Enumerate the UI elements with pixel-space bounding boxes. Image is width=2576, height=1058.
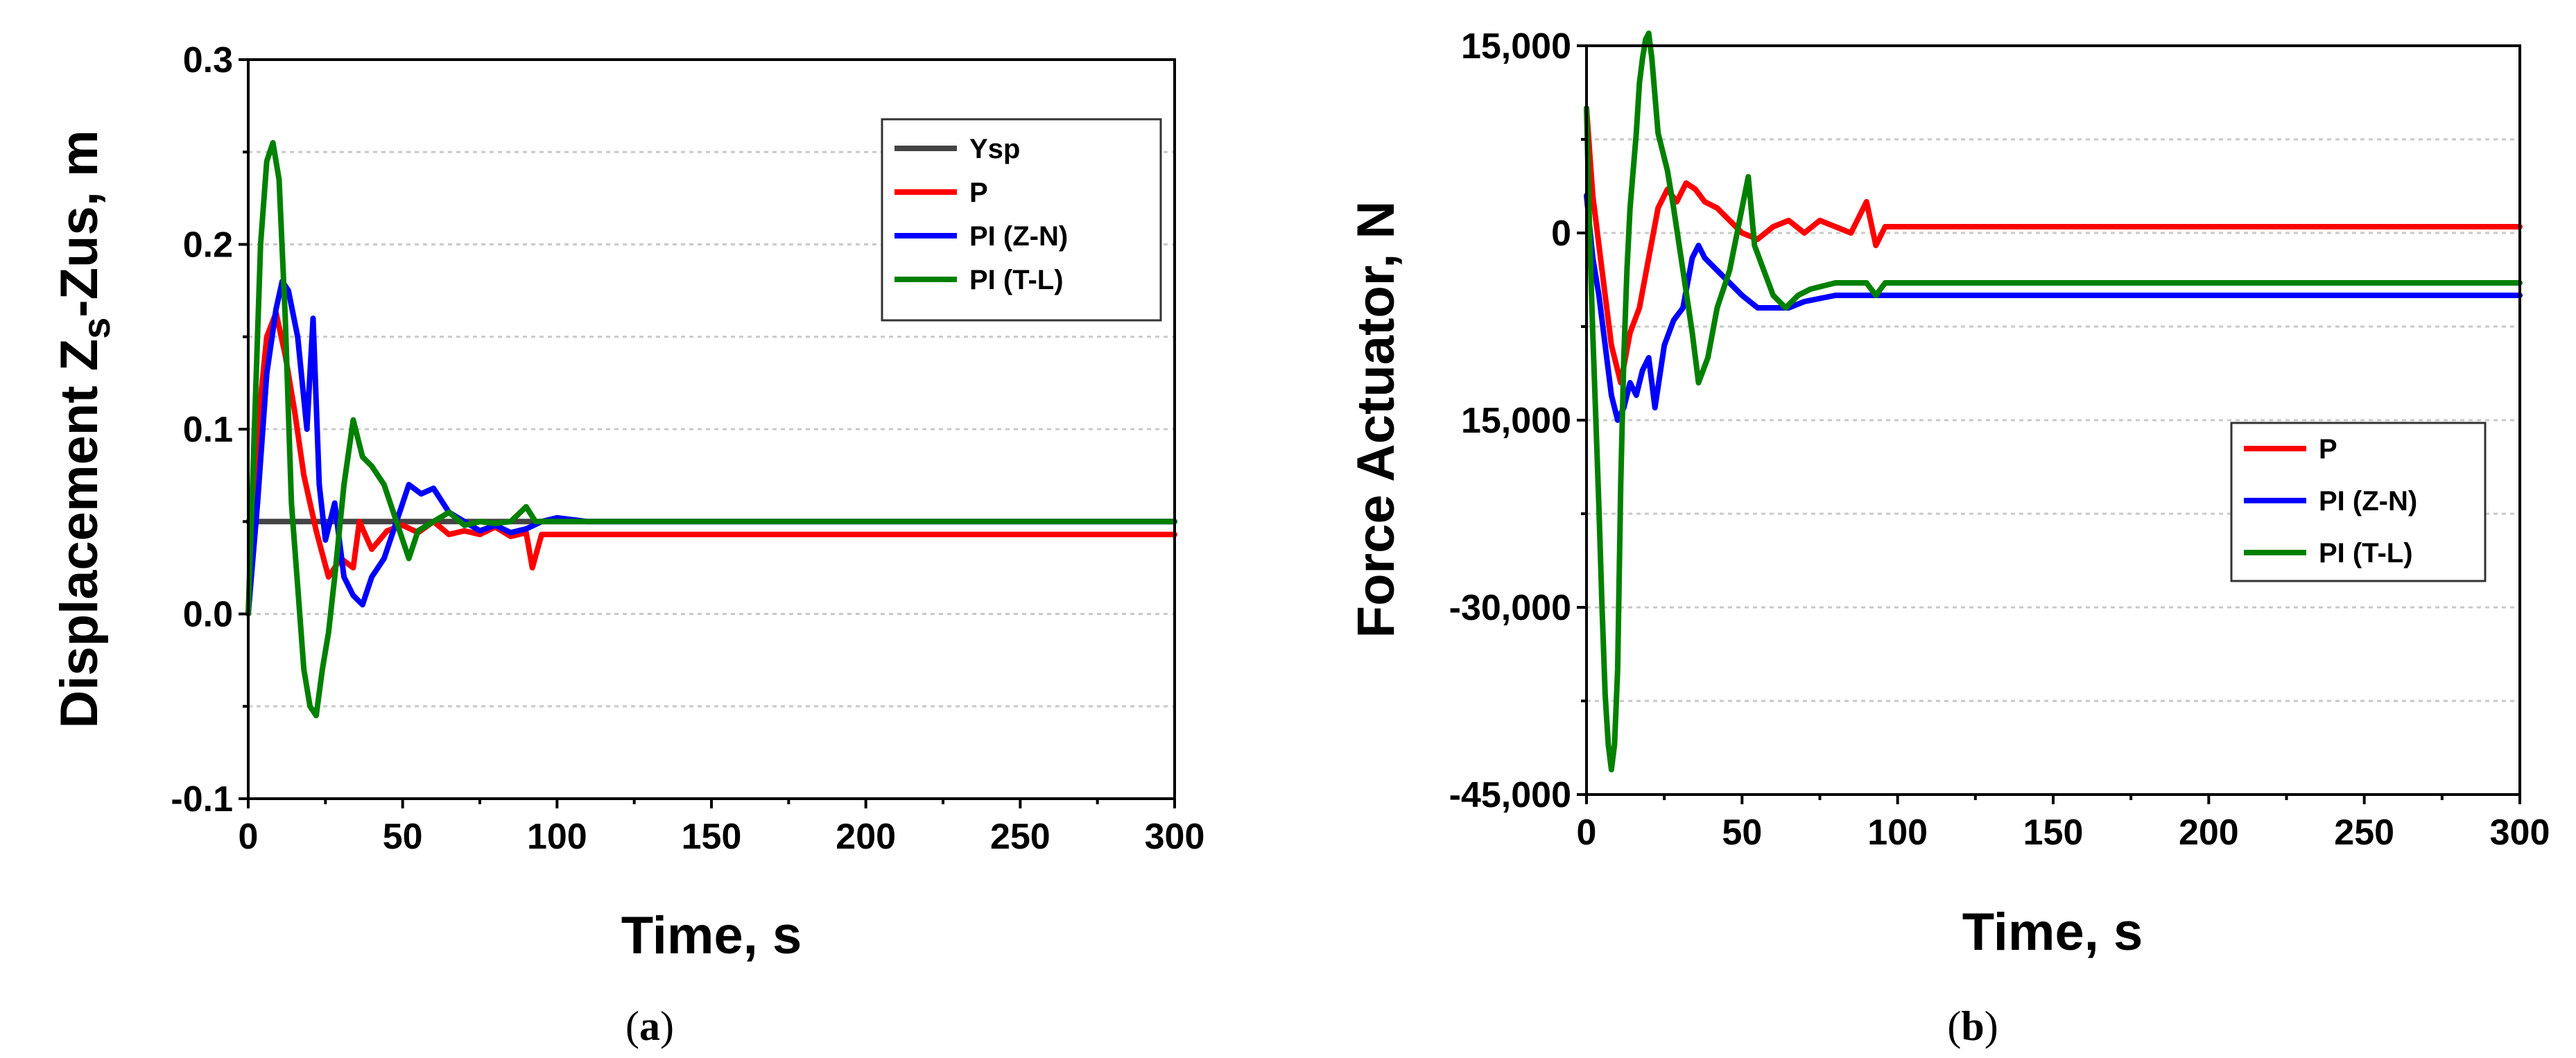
y-axis-label: Force Actuator, N — [1347, 201, 1406, 639]
y-tick-label: 15,000 — [1461, 26, 1571, 67]
chart-panel-a: -0.1 0.0 0.1 0.2 0.3 0 50 100 150 200 250 300 Time,… — [50, 40, 1204, 1049]
y-tick-label: 0.2 — [183, 225, 233, 266]
x-tick-label: 0 — [239, 817, 259, 857]
series-line-pi-t-l — [245, 139, 1177, 719]
y-tick-label: -30,000 — [1449, 588, 1571, 628]
x-tick-label: 50 — [383, 817, 423, 857]
series-line-p — [245, 310, 1177, 617]
chart-panel-b: -45,000 -30,000 15,000 0 15,000 0 50 100 150 200 2… — [1347, 26, 2550, 1049]
x-tick-label: 0 — [1577, 813, 1597, 853]
y-axis-label: Displacement Zs-Zus, m — [50, 130, 118, 728]
legend-box — [881, 118, 1162, 322]
x-axis-label: Time, s — [621, 906, 802, 965]
y-tick-label: 15,000 — [1461, 401, 1571, 441]
x-tick-label: 100 — [1867, 813, 1928, 853]
caption-b: (b) — [1947, 1003, 1998, 1049]
x-tick-label: 200 — [836, 817, 896, 857]
legend-label: PI (T-L) — [2319, 538, 2413, 569]
caption-a: (a) — [625, 1003, 674, 1049]
legend: P PI (Z-N) PI (T-L) — [2230, 422, 2487, 582]
axis-ticks: -0.1 0.0 0.1 0.2 0.3 0 50 100 150 200 250 300 — [171, 40, 1204, 857]
x-tick-label: 300 — [2490, 813, 2550, 853]
x-tick-label: 50 — [1722, 813, 1762, 853]
grid-lines — [1587, 44, 2520, 796]
legend-label: PI (T-L) — [969, 265, 1064, 295]
x-tick-label: 300 — [1145, 817, 1205, 857]
x-tick-label: 100 — [527, 817, 587, 857]
series-lines — [1584, 31, 2523, 772]
y-tick-label: 0 — [1551, 214, 1571, 254]
y-tick-label: 0.0 — [183, 595, 233, 635]
y-tick-label: -0.1 — [171, 779, 233, 819]
x-tick-label: 150 — [682, 817, 742, 857]
y-tick-label: 0.3 — [183, 40, 233, 80]
series-line-pi-z-n — [245, 278, 1177, 617]
x-tick-label: 250 — [990, 817, 1051, 857]
legend-label: P — [2319, 434, 2337, 465]
legend-label: Ysp — [969, 134, 1020, 164]
legend-label: PI (Z-N) — [2319, 486, 2417, 517]
series-line-pi-t-l — [1584, 31, 2523, 772]
x-tick-label: 200 — [2179, 813, 2239, 853]
series-lines — [245, 139, 1177, 719]
x-tick-label: 250 — [2334, 813, 2394, 853]
y-tick-label: 0.1 — [183, 410, 233, 450]
x-axis-label: Time, s — [1962, 903, 2143, 962]
axis-ticks: -45,000 -30,000 15,000 0 15,000 0 50 100 150 200 2… — [1449, 26, 2550, 853]
legend: Ysp P PI (Z-N) PI (T-L) — [881, 118, 1162, 322]
x-tick-label: 150 — [2023, 813, 2084, 853]
legend-label: PI (Z-N) — [969, 221, 1068, 252]
legend-label: P — [969, 177, 988, 208]
y-tick-label: -45,000 — [1449, 775, 1571, 815]
series-line-p — [1584, 105, 2523, 385]
